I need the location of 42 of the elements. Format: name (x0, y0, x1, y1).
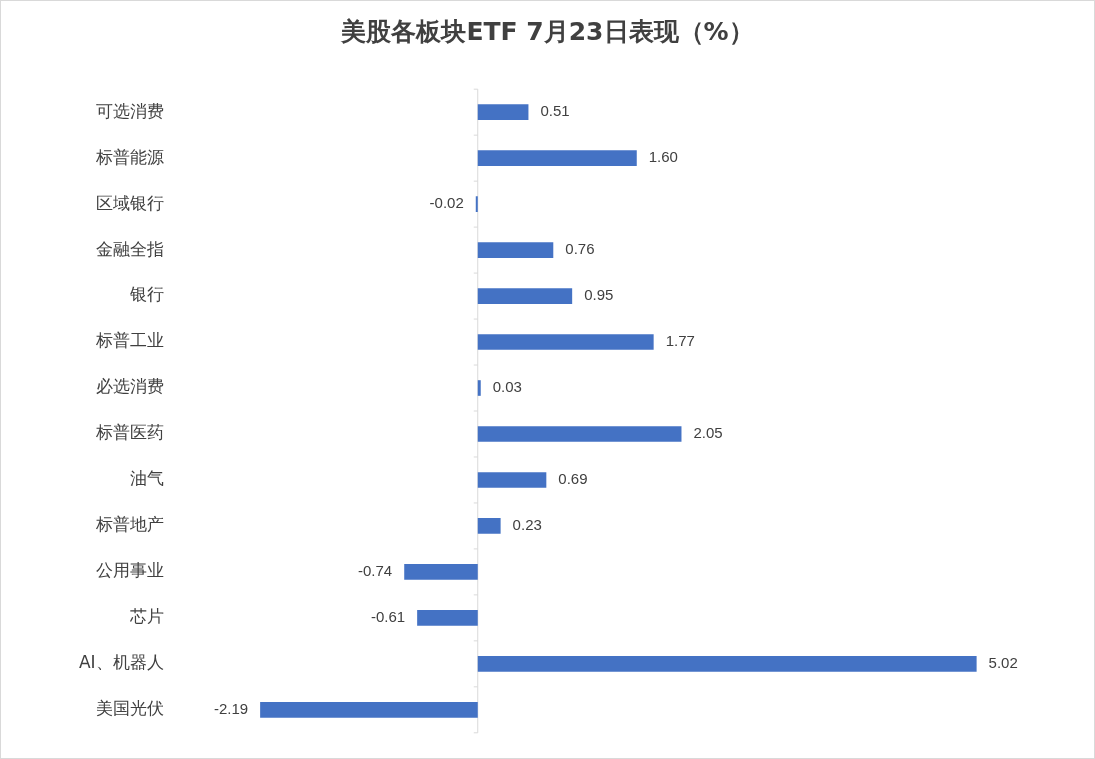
bar (477, 104, 529, 120)
bar (477, 334, 654, 350)
data-label: 5.02 (988, 653, 1018, 671)
data-label: -2.19 (213, 699, 249, 717)
bar (477, 518, 501, 534)
data-label: 2.05 (693, 424, 723, 442)
y-tick-label: 公用事业 (95, 560, 164, 581)
chart-title: 美股各板块ETF 7月23日表现（%） (340, 16, 755, 48)
y-tick-label: 可选消费 (95, 100, 164, 121)
y-tick-label: 标普医药 (94, 422, 164, 443)
bar (260, 702, 478, 718)
data-label: 0.69 (558, 470, 588, 488)
y-tick-label: 芯片 (128, 606, 164, 627)
bar (477, 242, 554, 258)
bar (477, 472, 547, 488)
data-label: 0.03 (492, 378, 522, 396)
y-tick-label: 区域银行 (95, 192, 164, 213)
data-label: -0.02 (429, 194, 464, 212)
bar (477, 288, 573, 304)
y-tick-label: 银行 (128, 284, 164, 305)
y-tick-label: 必选消费 (95, 376, 164, 397)
data-label: 0.76 (565, 240, 595, 258)
data-label: 0.51 (540, 102, 570, 120)
y-tick-label: 美国光伏 (95, 698, 164, 719)
bar (477, 656, 977, 672)
bar (477, 150, 637, 166)
y-tick-label: 标普工业 (94, 330, 164, 351)
data-label: -0.74 (358, 562, 393, 580)
bar (477, 426, 682, 442)
bar (404, 564, 478, 580)
data-label: -0.61 (370, 608, 406, 626)
data-label: 0.23 (512, 516, 542, 534)
y-tick-label: AI、机器人 (78, 652, 164, 673)
y-tick-label: 油气 (129, 468, 164, 489)
bar (477, 380, 481, 396)
y-tick-label: 标普能源 (94, 146, 164, 167)
data-label: 0.95 (584, 286, 614, 304)
bar (417, 610, 478, 626)
y-tick-label: 标普地产 (94, 514, 164, 535)
data-label: 1.60 (648, 148, 678, 166)
y-tick-label: 金融全指 (95, 238, 164, 259)
data-label: 1.77 (665, 332, 695, 350)
